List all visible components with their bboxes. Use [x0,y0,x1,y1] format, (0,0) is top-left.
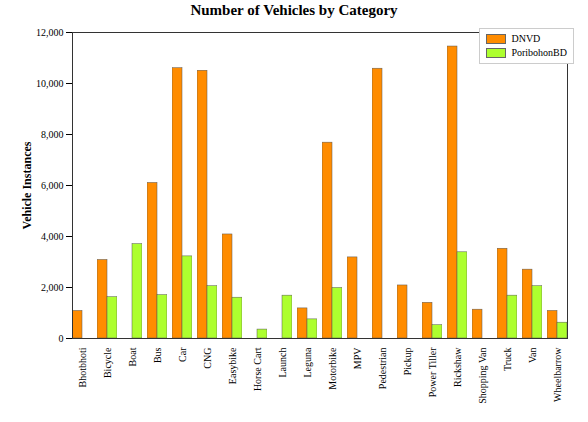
html-text:PoribohonBD: PoribohonBD [511,47,567,58]
svg-text:Bus: Bus [152,347,163,363]
svg-text:Leguna: Leguna [302,347,313,378]
svg-text:Horse Cart: Horse Cart [252,347,263,391]
svg-text:Bicycle: Bicycle [102,347,113,378]
svg-text:CNG: CNG [202,348,213,369]
svg-text:Shopping Van: Shopping Van [477,348,488,404]
svg-text:Truck: Truck [502,348,513,372]
svg-text:MPV: MPV [352,347,363,369]
svg-text:Boat: Boat [127,347,138,366]
svg-text:6,000: 6,000 [41,180,64,191]
svg-text:8,000: 8,000 [41,129,64,140]
svg-text:Rickshaw: Rickshaw [452,347,463,387]
svg-text:Vehicle Instances: Vehicle Instances [20,141,34,229]
svg-text:Motorbike: Motorbike [327,347,338,390]
svg-text:Van: Van [527,348,538,364]
svg-text:10,000: 10,000 [36,78,64,89]
svg-text:2,000: 2,000 [41,282,64,293]
svg-text:Easybike: Easybike [227,347,238,384]
svg-text:12,000: 12,000 [36,27,64,38]
svg-text:Launch: Launch [277,348,288,378]
svg-text:0: 0 [59,333,64,344]
html-text:Number of Vehicles by Category: Number of Vehicles by Category [190,2,398,18]
svg-text:Wheelbarrow: Wheelbarrow [552,347,563,402]
svg-text:4,000: 4,000 [41,231,64,242]
svg-text:Pickup: Pickup [402,348,413,376]
svg-text:Pedestrian: Pedestrian [377,348,388,390]
html-text:DNVD: DNVD [511,33,541,44]
svg-text:Power Tiller: Power Tiller [427,347,438,397]
svg-text:Bhotbhoti: Bhotbhoti [77,347,88,387]
svg-text:Car: Car [177,347,188,362]
